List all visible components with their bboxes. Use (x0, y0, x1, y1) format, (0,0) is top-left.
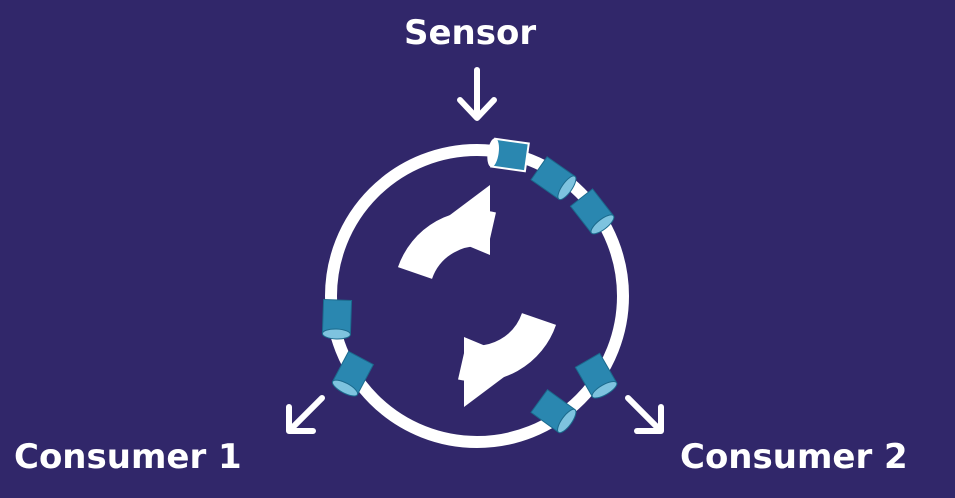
consumer-2-label: Consumer 2 (680, 437, 908, 477)
sensor-arrow-icon (457, 67, 497, 121)
consumer2-arrow-icon (625, 395, 664, 434)
refresh-cycle-icon (397, 185, 557, 407)
consumer-1-label: Consumer 1 (14, 437, 242, 477)
sensor-label: Sensor (404, 13, 537, 53)
ring-circle (325, 144, 629, 448)
cylinder-segment-icon (485, 137, 530, 173)
cylinder-segment-icon (321, 299, 353, 340)
consumer1-arrow-icon (286, 395, 325, 434)
